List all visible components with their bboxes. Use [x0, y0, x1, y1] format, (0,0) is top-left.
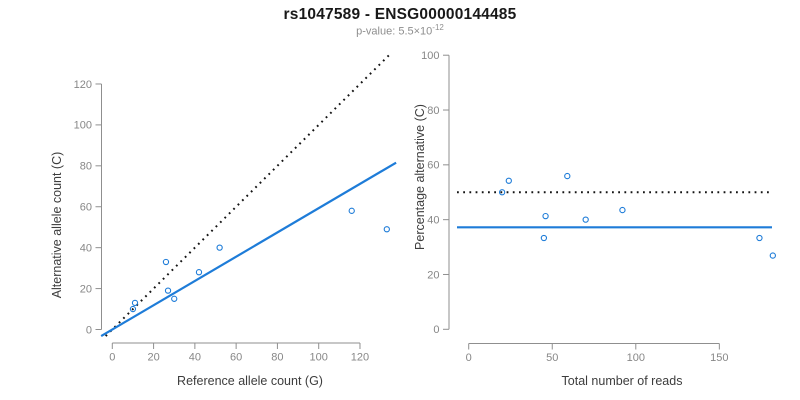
- x-tick-label: 150: [710, 352, 728, 364]
- x-tick-label: 120: [351, 352, 369, 364]
- data-point: [505, 177, 512, 184]
- y-tick-label: 20: [427, 269, 439, 281]
- data-point: [216, 244, 223, 251]
- data-point: [542, 212, 549, 220]
- panel-left-axes: [95, 83, 361, 349]
- y-tick-label: 60: [427, 160, 439, 172]
- data-point: [540, 234, 548, 242]
- panel-right-points: [498, 172, 776, 259]
- data-point: [164, 287, 172, 294]
- panel-right-axes: [443, 54, 720, 350]
- x-tick-label: 0: [109, 352, 115, 364]
- panel-left-points: [129, 207, 390, 313]
- x-tick-label: 40: [189, 352, 201, 364]
- data-point: [756, 234, 763, 242]
- left-x-axis-label: Reference allele count (G): [177, 374, 323, 388]
- panel-left-tick-labels: 0 20 40 60 80 100 120 0 20 40 60 80 100 120: [74, 79, 370, 364]
- data-point: [162, 258, 170, 266]
- data-point: [769, 252, 776, 259]
- data-point: [582, 216, 589, 223]
- y-tick-label: 40: [80, 242, 92, 254]
- data-point: [131, 299, 139, 307]
- right-x-axis-label: Total number of reads: [561, 374, 683, 388]
- y-tick-label: 0: [86, 324, 92, 336]
- data-point: [564, 172, 571, 180]
- data-point: [129, 305, 137, 313]
- y-tick-label: 120: [74, 79, 92, 91]
- pvalue-text: p-value: 5.5×10: [356, 25, 433, 38]
- panel-right: 0 20 40 60 80 100 0 50 100 150: [421, 50, 776, 364]
- y-tick-label: 60: [80, 202, 92, 214]
- data-point: [171, 295, 178, 302]
- y-tick-label: 40: [427, 214, 439, 226]
- plot-subtitle: p-value: 5.5×10-12: [0, 23, 800, 38]
- x-tick-label: 60: [230, 352, 242, 364]
- panel-right-tick-labels: 0 20 40 60 80 100 0 50 100 150: [421, 50, 728, 364]
- plot-title: rs1047589 - ENSG00000144485: [283, 6, 517, 23]
- y-tick-label: 20: [80, 283, 92, 295]
- data-point: [498, 189, 506, 196]
- data-point: [195, 269, 203, 276]
- y-tick-label: 100: [421, 50, 439, 62]
- data-point: [383, 226, 390, 233]
- x-tick-label: 80: [271, 352, 283, 364]
- data-point: [348, 207, 355, 214]
- identity-line: [104, 54, 390, 337]
- x-tick-label: 0: [466, 352, 472, 364]
- y-tick-label: 100: [74, 120, 92, 132]
- left-y-axis-label: Alternative allele count (C): [50, 151, 64, 299]
- x-tick-label: 50: [546, 352, 558, 364]
- fit-line: [100, 161, 397, 337]
- y-tick-label: 80: [80, 161, 92, 173]
- x-tick-label: 100: [310, 352, 328, 364]
- pvalue-exponent: -12: [432, 23, 444, 32]
- x-tick-label: 100: [627, 352, 645, 364]
- panel-left: 0 20 40 60 80 100 120 0 20 40 60 80 100 120: [74, 54, 397, 364]
- x-tick-label: 20: [147, 352, 159, 364]
- right-y-axis-label: Percentage alternative (C): [413, 104, 427, 250]
- data-point: [619, 206, 626, 214]
- y-tick-label: 0: [433, 324, 439, 336]
- y-tick-label: 80: [427, 105, 439, 117]
